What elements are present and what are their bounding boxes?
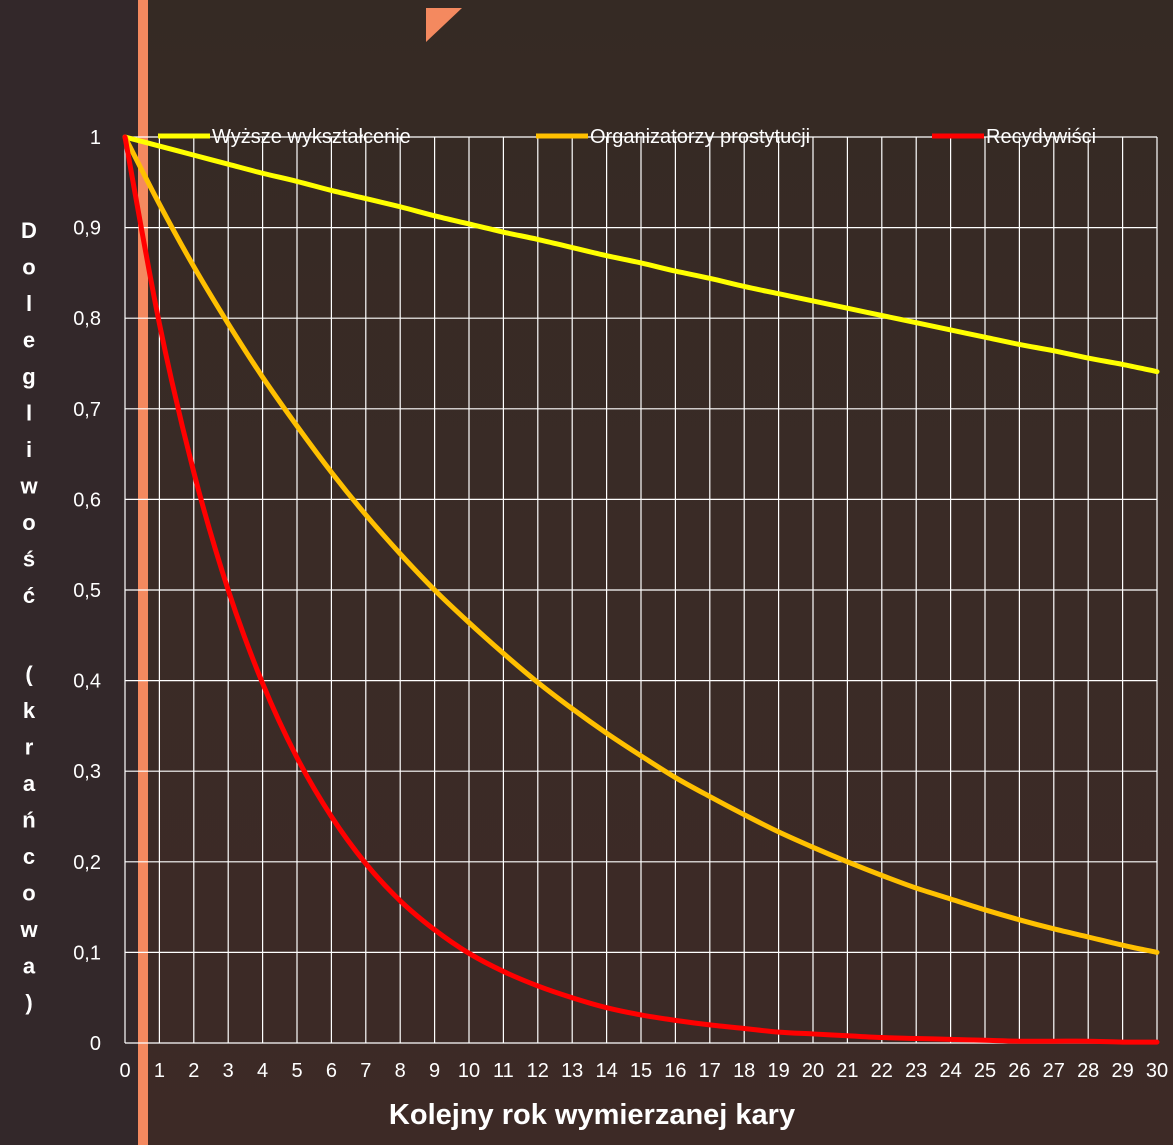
y-axis-title-letter: o	[22, 255, 35, 280]
y-axis-title-letter: )	[25, 990, 32, 1015]
y-tick-label: 0	[90, 1033, 101, 1055]
x-tick-label: 15	[630, 1060, 652, 1082]
x-tick-label: 25	[974, 1060, 996, 1082]
x-tick-label: 1	[154, 1060, 165, 1082]
x-tick-label: 3	[223, 1060, 234, 1082]
y-axis-title-letter: i	[26, 437, 32, 462]
legend-label: Wyższe wykształcenie	[212, 126, 411, 148]
x-tick-label: 28	[1077, 1060, 1099, 1082]
y-tick-label: 0,6	[73, 489, 101, 511]
y-axis-title-letter: l	[26, 291, 32, 316]
accent-bar	[138, 0, 148, 1145]
series-line-1	[122, 134, 1160, 375]
grid-layer	[124, 136, 1158, 1044]
x-tick-label: 21	[836, 1060, 858, 1082]
y-axis-title-letter: o	[22, 510, 35, 535]
x-tick-labels: 0 1 2 3 4 5 6 7 8 9 10 11 12 13 14 15 16 17 18 19 20 21 22 23 24…	[119, 1060, 1168, 1082]
series-layer	[122, 134, 1160, 1045]
x-tick-label: 0	[119, 1060, 130, 1082]
accent-triangle-decoration	[426, 8, 462, 42]
x-tick-label: 20	[802, 1060, 824, 1082]
y-tick-label: 0,8	[73, 308, 101, 330]
y-tick-label: 0,3	[73, 761, 101, 783]
x-tick-label: 9	[429, 1060, 440, 1082]
y-axis-title-letter: ś	[23, 547, 35, 572]
y-tick-label: 0,5	[73, 580, 101, 602]
x-tick-label: 18	[733, 1060, 755, 1082]
x-tick-label: 7	[360, 1060, 371, 1082]
x-tick-label: 6	[326, 1060, 337, 1082]
series-line-2	[122, 134, 1160, 955]
y-axis-title-letter: o	[22, 881, 35, 906]
y-axis-title-letter: r	[25, 735, 34, 760]
x-tick-label: 2	[188, 1060, 199, 1082]
legend: Wyższe wykształcenie Organizatorzy prosty…	[158, 126, 1096, 148]
y-tick-labels: 0 0,1 0,2 0,3 0,4 0,5 0,6 0,7 0,8 0,9 1	[73, 127, 101, 1055]
y-tick-label: 0,7	[73, 399, 101, 421]
y-axis-title-letter: l	[26, 401, 32, 426]
x-tick-label: 14	[595, 1060, 617, 1082]
y-axis-title-letter: a	[23, 771, 36, 796]
x-axis-title: Kolejny rok wymierzanej kary	[389, 1099, 795, 1131]
x-tick-label: 5	[291, 1060, 302, 1082]
x-tick-label: 10	[458, 1060, 480, 1082]
x-tick-label: 16	[664, 1060, 686, 1082]
y-axis-title-letter: c	[23, 844, 35, 869]
y-tick-label: 1	[90, 127, 101, 149]
legend-label: Organizatorzy prostytucji	[590, 126, 810, 148]
left-panel-background	[0, 0, 138, 1145]
x-tick-label: 11	[493, 1060, 514, 1082]
x-tick-label: 27	[1043, 1060, 1065, 1082]
x-tick-label: 17	[699, 1060, 721, 1082]
y-tick-label: 0,4	[73, 671, 101, 693]
accent-triangle-shape	[426, 8, 462, 42]
x-tick-label: 23	[905, 1060, 927, 1082]
y-tick-label: 0,9	[73, 218, 101, 240]
x-tick-label: 12	[527, 1060, 549, 1082]
x-tick-label: 26	[1008, 1060, 1030, 1082]
x-tick-label: 8	[395, 1060, 406, 1082]
y-axis-title-letter: (	[25, 662, 33, 687]
x-tick-label: 22	[871, 1060, 893, 1082]
series-line-3	[122, 134, 1160, 1045]
y-axis-title-letter: D	[21, 218, 37, 243]
x-tick-label: 19	[767, 1060, 789, 1082]
x-tick-label: 4	[257, 1060, 268, 1082]
y-tick-label: 0,1	[73, 942, 101, 964]
y-axis-title-letter: ć	[23, 583, 35, 608]
x-tick-label: 30	[1146, 1060, 1168, 1082]
y-axis-title-letter: w	[19, 917, 38, 942]
y-axis-title-letter: g	[22, 364, 35, 389]
x-tick-label: 29	[1111, 1060, 1133, 1082]
y-axis-title-letter: w	[19, 474, 38, 499]
x-tick-label: 24	[939, 1060, 961, 1082]
y-axis-title-letter: e	[23, 328, 35, 353]
y-tick-label: 0,2	[73, 852, 101, 874]
x-tick-label: 13	[561, 1060, 583, 1082]
y-axis-title-letter: a	[23, 954, 36, 979]
legend-label: Recydywiści	[986, 126, 1096, 148]
y-axis-title-letter: k	[23, 698, 36, 723]
y-axis-title-letter: ń	[22, 808, 35, 833]
